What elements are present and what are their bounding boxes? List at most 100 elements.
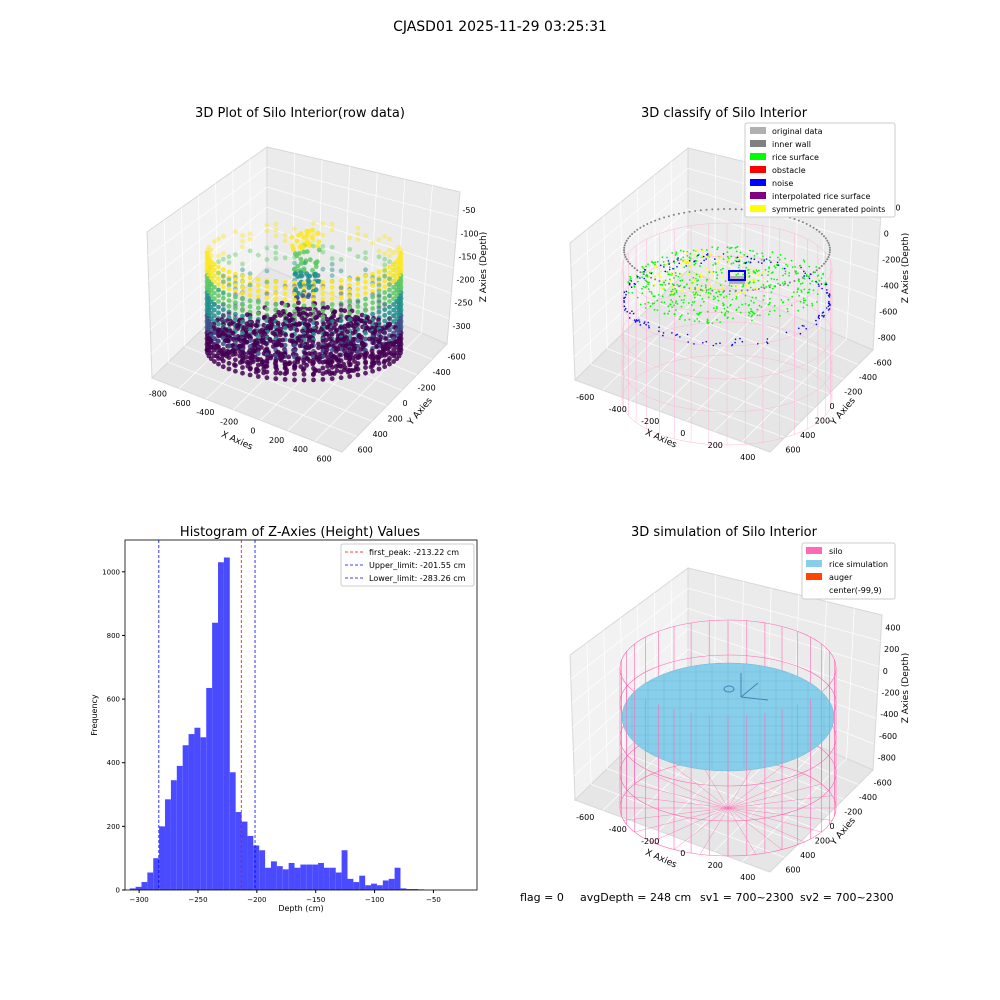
data-point [289, 333, 295, 339]
noise-point [803, 270, 805, 273]
symmetric-point [728, 258, 731, 261]
data-point [376, 366, 382, 372]
noise-point [825, 283, 828, 286]
symmetric-point [718, 256, 720, 259]
symmetric-point [680, 263, 683, 266]
data-point [273, 256, 279, 261]
rice-surface-point [682, 250, 685, 253]
data-point [329, 244, 335, 250]
data-point [226, 309, 232, 315]
data-point [253, 369, 259, 375]
data-point [282, 371, 288, 377]
data-point [316, 329, 321, 335]
grid-line [639, 316, 829, 395]
rice-surface-point [784, 272, 787, 275]
rice-surface-point [701, 298, 704, 300]
x-tick-label: -200 [220, 417, 238, 426]
rice-surface-point [716, 277, 718, 280]
rice-surface-point [645, 265, 647, 268]
data-point [264, 306, 270, 312]
rice-surface-point [680, 314, 683, 316]
x-tick-label: -400 [609, 825, 627, 834]
histogram-bar [288, 862, 295, 890]
data-point [255, 294, 261, 299]
rice-surface-point [744, 303, 747, 305]
x-tick-label: −50 [426, 896, 441, 904]
grid-line [571, 188, 880, 289]
noise-point [650, 272, 653, 275]
rice-surface-point [773, 304, 776, 307]
noise-point [700, 262, 702, 265]
data-point [297, 343, 303, 349]
noise-point [678, 262, 680, 265]
data-point [376, 305, 382, 311]
rice-surface-point [719, 284, 722, 286]
inner-wall-point [826, 258, 829, 261]
data-point [220, 341, 226, 347]
inner-wall-point [723, 290, 726, 292]
rice-surface-point [791, 295, 794, 298]
data-point [374, 344, 379, 350]
rice-surface-point [786, 310, 789, 313]
inner-wall-point [627, 237, 630, 240]
noise-point [766, 342, 769, 345]
data-point [370, 368, 375, 374]
histogram-bar [241, 821, 248, 890]
rice-surface-point [661, 283, 664, 286]
rice-surface-point [641, 271, 644, 273]
data-point [382, 267, 388, 273]
inner-wall-point [672, 284, 675, 287]
rice-surface-point [689, 257, 692, 260]
data-point [376, 254, 382, 260]
inner-wall-point [658, 280, 661, 282]
data-point [298, 338, 304, 344]
data-point [311, 220, 316, 226]
rice-surface-point [815, 266, 818, 268]
data-point [355, 225, 361, 231]
data-point [376, 292, 382, 298]
grid-line [686, 315, 794, 422]
data-point [282, 302, 288, 308]
data-point [226, 366, 232, 372]
rice-surface-point [627, 281, 630, 284]
inner-wall-point [728, 290, 731, 292]
data-point [320, 377, 326, 382]
rice-surface-point [676, 303, 679, 305]
rice-surface-point [664, 289, 666, 291]
histogram-bar [406, 889, 413, 890]
rice-surface-point [647, 288, 650, 290]
data-point [226, 355, 232, 360]
inner-wall-point [683, 211, 686, 214]
inner-wall-point [629, 235, 631, 238]
data-point [370, 306, 375, 311]
rice-surface-point [641, 266, 644, 268]
data-point [338, 369, 344, 375]
data-point [240, 290, 245, 296]
data-point [220, 290, 226, 295]
rice-surface-point [675, 289, 678, 292]
rice-surface-point [784, 280, 786, 283]
rice-surface-point [803, 260, 806, 263]
symmetric-point [708, 268, 711, 271]
rice-surface-point [671, 306, 673, 309]
data-point [273, 296, 279, 302]
noise-point [626, 310, 628, 313]
inner-wall-point [627, 260, 630, 263]
rice-surface-point [675, 252, 678, 255]
data-point [346, 323, 351, 329]
rice-surface-point [802, 297, 805, 300]
y-tick-label: 0 [116, 887, 120, 895]
rice-surface-point [722, 291, 724, 294]
histogram-bars [129, 557, 425, 890]
rice-surface-point [756, 252, 758, 255]
rice-surface-point [820, 277, 823, 280]
data-point [376, 281, 382, 286]
symmetric-point [727, 260, 729, 262]
data-point [303, 260, 308, 265]
data-point [347, 282, 353, 288]
rice-surface-point [800, 289, 803, 292]
rice-surface-point [666, 256, 668, 259]
symmetric-point [732, 284, 735, 287]
inner-wall-point [694, 210, 697, 212]
x-tick-label: -200 [641, 837, 659, 846]
